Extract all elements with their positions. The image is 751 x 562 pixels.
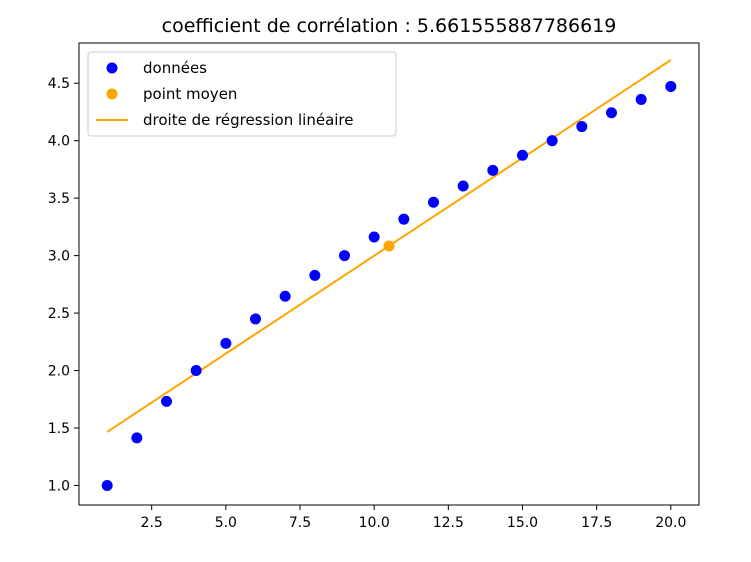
axes-frame xyxy=(78,42,700,506)
y-tick-label: 1.5 xyxy=(48,421,70,437)
x-tick-label: 12.5 xyxy=(433,515,464,531)
data-point xyxy=(131,432,143,444)
y-tick-label: 1.0 xyxy=(48,478,70,494)
mean-point xyxy=(383,240,395,252)
y-tick-label: 2.5 xyxy=(48,306,70,322)
legend-label: droite de régression linéaire xyxy=(143,111,354,129)
x-tick-label: 17.5 xyxy=(581,515,612,531)
data-point xyxy=(427,196,439,208)
legend-box xyxy=(87,51,397,137)
data-point xyxy=(487,164,499,176)
legend-label: données xyxy=(143,59,207,77)
data-point xyxy=(665,80,677,92)
y-tick-label: 4.0 xyxy=(48,134,70,150)
data-point xyxy=(101,479,113,491)
x-tick-label: 10.0 xyxy=(359,515,390,531)
data-point xyxy=(635,93,647,105)
legend: données point moyen droite de régression l… xyxy=(87,51,397,137)
data-point xyxy=(220,337,232,349)
data-point xyxy=(309,269,321,281)
chart-title: coefficient de corrélation : 5.661555887… xyxy=(162,15,617,37)
legend-point-marker xyxy=(106,62,118,74)
y-tick-label: 3.5 xyxy=(48,191,70,207)
data-point xyxy=(279,290,291,302)
data-point xyxy=(190,365,202,377)
x-tick-label: 15.0 xyxy=(507,515,538,531)
data-point xyxy=(250,313,262,325)
legend-point-marker xyxy=(106,88,118,100)
x-tick-label: 5.0 xyxy=(215,515,237,531)
data-point xyxy=(161,395,173,407)
axes-ticks: 2.5 5.0 7.5 10.0 12.5 15.0 17.5 20.0 1.0 1.5 2.0 2.… xyxy=(48,76,687,531)
data-point xyxy=(398,213,410,225)
plot-area xyxy=(101,59,677,491)
y-tick-label: 2.0 xyxy=(48,364,70,380)
data-point xyxy=(546,135,558,147)
data-point xyxy=(457,180,469,192)
x-tick-label: 2.5 xyxy=(141,515,163,531)
data-point xyxy=(339,250,351,262)
y-tick-label: 3.0 xyxy=(48,249,70,265)
data-point xyxy=(605,107,617,119)
x-tick-label: 20.0 xyxy=(655,515,686,531)
x-tick-label: 7.5 xyxy=(289,515,311,531)
legend-label: point moyen xyxy=(143,85,237,103)
data-point xyxy=(576,121,588,133)
data-point xyxy=(368,231,380,243)
data-point xyxy=(516,149,528,161)
y-tick-label: 4.5 xyxy=(48,76,70,92)
